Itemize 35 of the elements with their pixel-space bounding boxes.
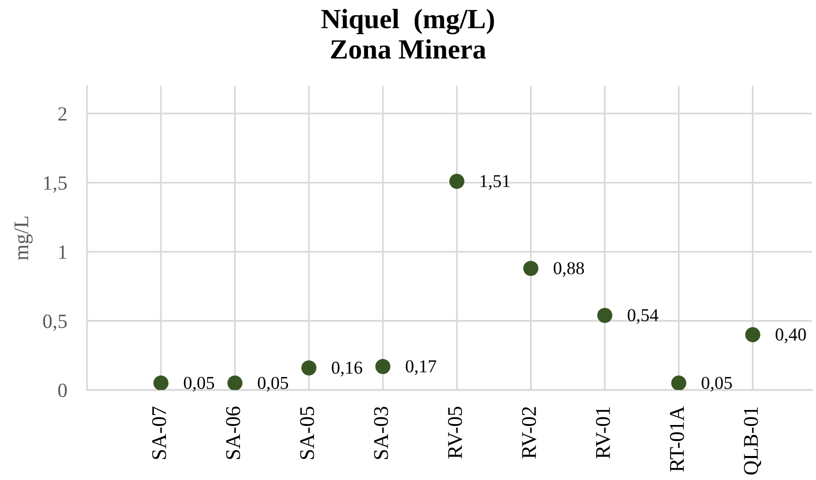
point [153,376,168,390]
y-tick-label: 1,5 [44,176,67,193]
data-label: 0,05 [184,376,214,392]
point [449,174,464,189]
x-tick-label: RV-01 [596,407,610,459]
data-label: 0,88 [554,262,584,277]
point [745,327,760,342]
y-axis-title: mg/L [14,216,33,260]
x-tick-label: QLB-01 [744,407,762,475]
data-label: 0,05 [258,376,288,392]
point [597,308,612,323]
x-tick-label: SA-07 [152,406,166,459]
chart-subtitle: Zona Minera [331,39,486,59]
x-tick-label: RT-01A [670,406,684,472]
data-label: 0,54 [628,309,658,324]
x-tick-label: SA-03 [374,406,388,459]
x-tick-label: SA-05 [300,406,314,459]
point [523,260,538,276]
y-tick-label: 1 [59,245,66,259]
chart-title: Niquel (mg/L) [321,8,494,34]
x-tick-label: RV-05 [448,406,462,459]
y-tick-label: 0,5 [43,314,67,331]
x-tick-label: SA-06 [226,406,240,459]
point [671,376,686,390]
data-label: 0,40 [776,328,806,344]
y-tick-label: 2 [58,107,66,121]
data-label: 1,51 [480,175,510,190]
data-label: 0,17 [406,360,436,376]
point [301,360,316,376]
point [375,358,390,374]
x-tick-label: RV-02 [522,407,536,459]
data-label: 0,05 [702,376,732,392]
point [227,376,242,390]
y-tick-label: 0 [58,384,67,398]
data-label: 0,16 [332,362,362,376]
